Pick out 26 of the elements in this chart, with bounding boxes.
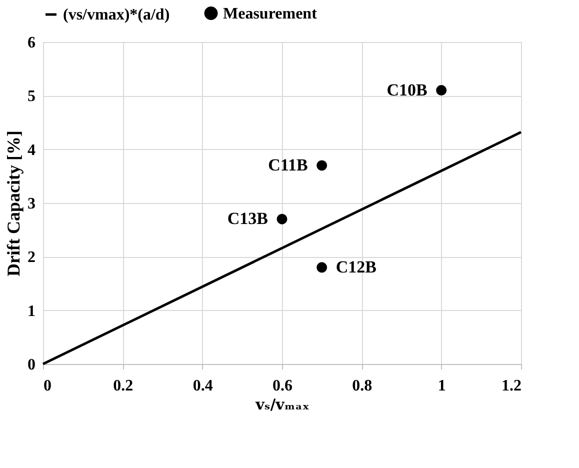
x-tick-label: 1.2: [502, 378, 522, 394]
x-tick-label: 0.4: [192, 378, 213, 394]
y-axis-title: Drift Capacity [%]: [4, 130, 24, 276]
y-tick-label: 1: [28, 302, 36, 320]
x-tick-label: 0.8: [352, 378, 372, 394]
y-tick-label: 0: [28, 356, 36, 374]
point: [316, 160, 328, 171]
x-tick-label: 1: [438, 378, 446, 394]
x-tick-label: 0.6: [272, 378, 292, 394]
annotation: C12B: [336, 257, 376, 276]
legend-label: (vs/vmax)*(a/d): [63, 6, 170, 24]
annotation: C10B: [386, 80, 428, 100]
annotation: C11B: [268, 155, 308, 174]
point: [436, 85, 447, 96]
y-tick-label: 3: [28, 196, 36, 212]
x-tick-label: 0.2: [113, 378, 134, 394]
point: [316, 262, 328, 273]
annotation: C13B: [227, 209, 268, 228]
point: [276, 214, 288, 224]
y-tick-label: 2: [28, 249, 36, 266]
x-axis-title: vₛ/vₘₐₓ: [254, 396, 310, 414]
y-tick-label: 6: [28, 34, 36, 52]
x-tick-label: 0: [44, 378, 52, 394]
y-tick-label: 5: [28, 88, 36, 106]
y-tick-label: 4: [28, 142, 36, 159]
legend-label: Measurement: [223, 5, 318, 22]
